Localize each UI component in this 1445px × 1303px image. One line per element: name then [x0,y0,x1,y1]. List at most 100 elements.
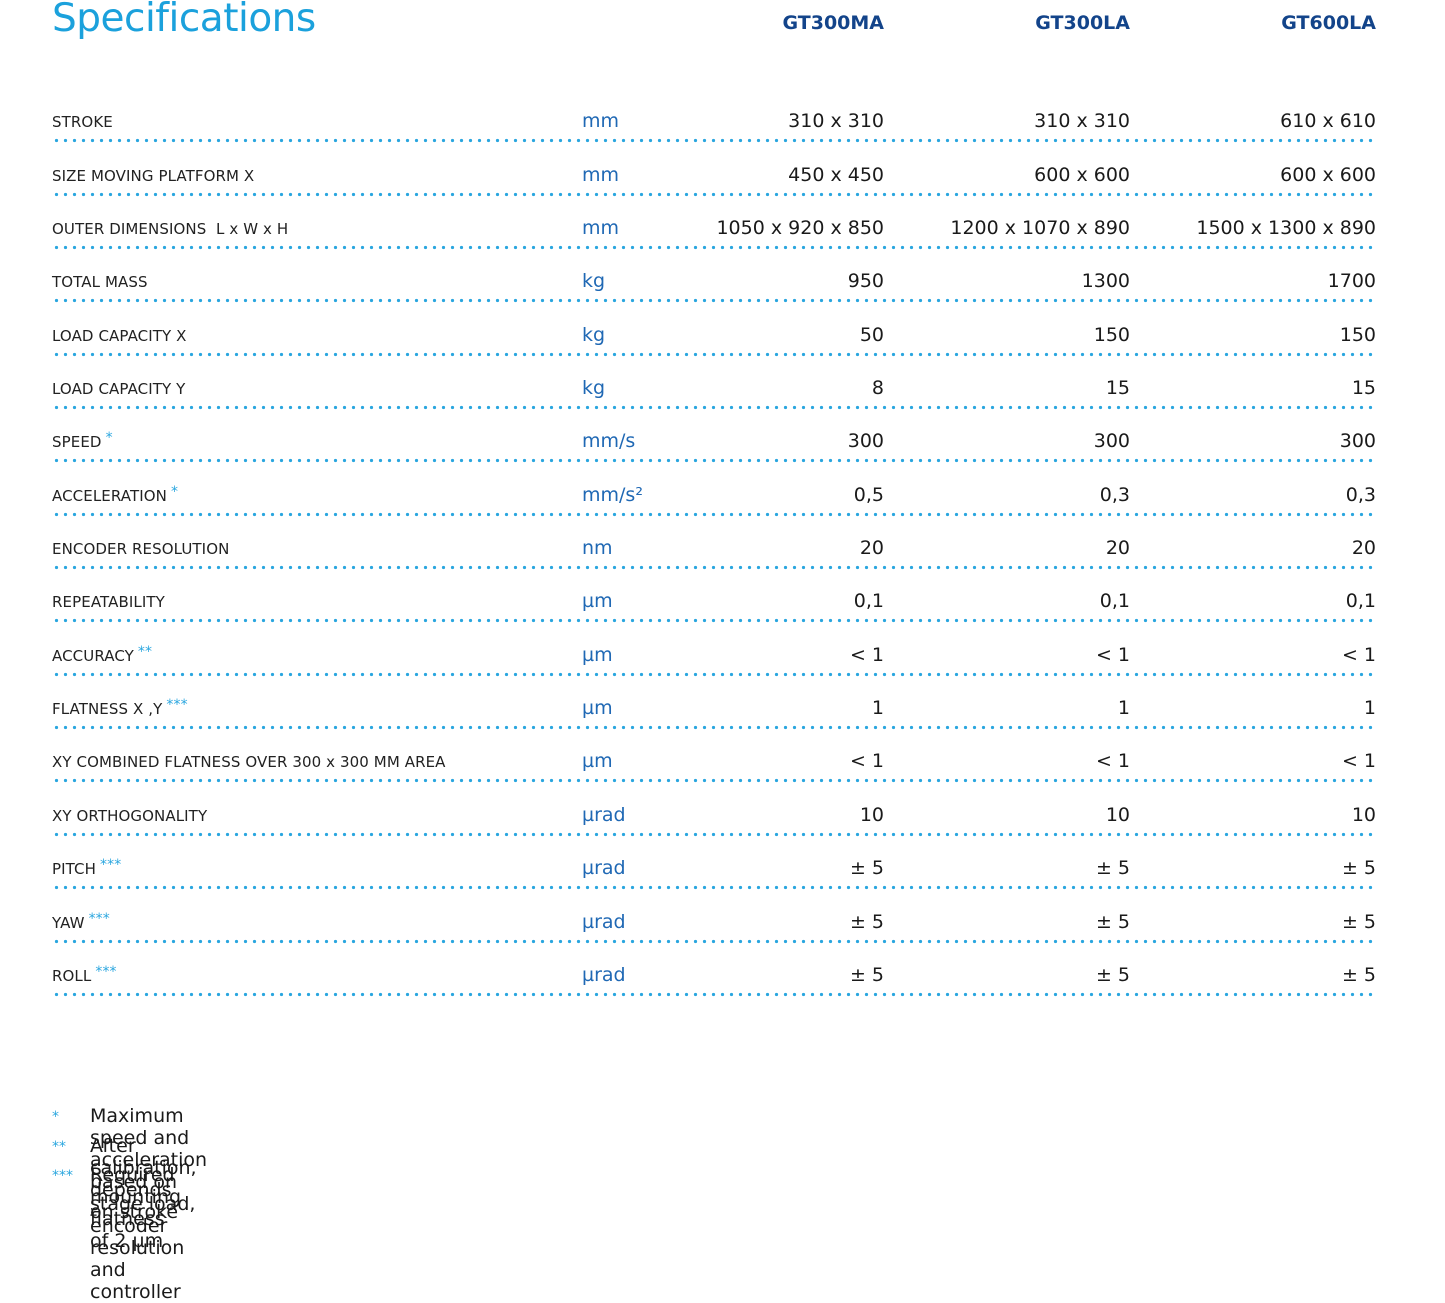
spec-value-gt600la: 300 [1339,430,1376,453]
spec-row: XY ORTHOGONALITY µrad 10 10 10 [52,783,1377,837]
spec-value-gt300la: 600 x 600 [1034,163,1130,186]
footnote-marker: *** [95,963,117,980]
spec-value-gt600la: 10 [1351,803,1376,826]
spec-label: SPEED * [52,430,113,451]
spec-label-text: STROKE [52,113,113,132]
spec-label: PITCH *** [52,857,121,878]
spec-value-gt300ma: 0,1 [853,590,884,613]
spec-row: STROKE mm 310 x 310 310 x 310 610 x 610 [52,90,1377,144]
spec-value-gt300la: 300 [1093,430,1130,453]
spec-value-gt600la: < 1 [1341,750,1376,773]
spec-label: YAW *** [52,910,110,932]
spec-label-text: TOTAL MASS [52,273,148,292]
spec-label-text: XY COMBINED FLATNESS OVER 300 x 300 MM A… [52,753,446,772]
spec-value-gt300ma: ± 5 [849,910,884,933]
column-header-gt300la: GT300LA [1035,12,1130,34]
footnote-marker: ** [52,1138,66,1155]
spec-value-gt300ma: 1 [871,697,884,720]
footnote-marker: *** [88,910,110,927]
spec-label: TOTAL MASS [52,273,148,291]
spec-row: TOTAL MASS kg 950 1300 1700 [52,250,1377,304]
spec-label-text: LOAD CAPACITY Y [52,380,186,399]
spec-value-gt600la: 15 [1351,377,1376,400]
spec-value-gt300ma: 450 x 450 [788,163,884,186]
spec-row: FLATNESS X ,Y *** µm 1 1 1 [52,676,1377,731]
spec-value-gt300ma: < 1 [849,643,884,666]
spec-unit: µrad [582,963,626,986]
footnote-marker: * [52,1109,59,1125]
spec-unit: µm [582,750,613,773]
spec-row: ACCURACY ** µm < 1 < 1 < 1 [52,623,1377,677]
spec-label-text: ENCODER RESOLUTION [52,540,230,559]
spec-label-text: ACCURACY [52,646,134,665]
spec-value-gt300la: 15 [1105,377,1130,400]
spec-value-gt300la: 0,1 [1099,590,1130,613]
spec-value-gt600la: 1500 x 1300 x 890 [1196,217,1376,240]
spec-unit: µrad [582,803,626,826]
spec-value-gt600la: 150 [1339,323,1376,346]
spec-row: LOAD CAPACITY Y kg 8 15 15 [52,356,1377,411]
spec-label: ROLL *** [52,963,117,985]
spec-unit: mm [582,110,620,133]
spec-value-gt600la: 1 [1363,697,1376,720]
spec-label: STROKE [52,113,113,131]
spec-value-gt300la: ± 5 [1095,910,1130,933]
spec-value-gt300ma: 0,5 [853,483,884,506]
spec-unit: nm [582,537,613,560]
spec-label-text: OUTER DIMENSIONS L x W x H [52,220,289,239]
spec-label: FLATNESS X ,Y *** [52,697,188,719]
spec-value-gt300la: 1300 [1081,270,1130,293]
spec-value-gt300ma: 950 [847,270,884,293]
page-title: Specifications [52,0,316,41]
spec-value-gt300la: ± 5 [1095,857,1130,880]
spec-value-gt300la: 1 [1117,697,1130,720]
spec-label-text: SIZE MOVING PLATFORM X [52,166,255,185]
spec-value-gt300ma: 300 [847,430,884,453]
spec-value-gt300ma: ± 5 [849,963,884,986]
spec-label: ENCODER RESOLUTION [52,540,229,558]
spec-value-gt300ma: 8 [871,377,884,400]
spec-unit: mm/s [582,430,636,453]
spec-label: LOAD CAPACITY X [52,327,187,345]
spec-unit: µm [582,590,613,613]
spec-label: ACCELERATION * [52,484,178,505]
spec-value-gt600la: ± 5 [1341,963,1376,986]
spec-unit: µm [582,697,613,720]
spec-row: ROLL *** µrad ± 5 ± 5 ± 5 [52,943,1377,997]
spec-value-gt300ma: 10 [859,803,884,826]
spec-value-gt300la: < 1 [1095,643,1130,666]
spec-value-gt300la: 0,3 [1099,483,1130,506]
spec-value-gt600la: 20 [1351,537,1376,560]
spec-row: ACCELERATION * mm/s² 0,5 0,3 0,3 [52,463,1377,517]
spec-row: SPEED * mm/s 300 300 300 [52,410,1377,464]
spec-value-gt300la: 150 [1093,323,1130,346]
spec-value-gt600la: 0,3 [1345,483,1376,506]
spec-value-gt600la: 600 x 600 [1280,163,1376,186]
spec-value-gt300ma: 310 x 310 [788,110,884,133]
spec-label: LOAD CAPACITY Y [52,380,185,398]
spec-value-gt600la: ± 5 [1341,910,1376,933]
spec-value-gt300la: 310 x 310 [1034,110,1130,133]
spec-label: OUTER DIMENSIONS L x W x H [52,220,288,238]
footnote-marker: ** [137,643,153,660]
spec-value-gt600la: 1700 [1327,270,1376,293]
spec-unit: mm [582,217,620,240]
footnote-marker: *** [166,697,188,714]
spec-row: LOAD CAPACITY X kg 50 150 150 [52,303,1377,357]
spec-value-gt300ma: < 1 [849,750,884,773]
spec-unit: kg [582,377,606,400]
spec-value-gt300ma: ± 5 [849,857,884,880]
spec-value-gt300la: 20 [1105,537,1130,560]
spec-unit: mm [582,163,620,186]
spec-unit: µm [582,643,613,666]
spec-label: XY COMBINED FLATNESS OVER 300 x 300 MM A… [52,753,446,771]
spec-unit: kg [582,270,606,293]
spec-value-gt300la: ± 5 [1095,963,1130,986]
spec-value-gt600la: < 1 [1341,643,1376,666]
spec-label: XY ORTHOGONALITY [52,807,207,825]
spec-row: OUTER DIMENSIONS L x W x H mm 1050 x 920 x… [52,196,1377,251]
spec-label-text: FLATNESS X ,Y [52,700,163,719]
spec-label-text: ROLL [52,966,92,985]
spec-label-text: LOAD CAPACITY X [52,326,187,345]
specifications-table: STROKE mm 310 x 310 310 x 310 610 x 610 SIZE … [52,90,1377,997]
